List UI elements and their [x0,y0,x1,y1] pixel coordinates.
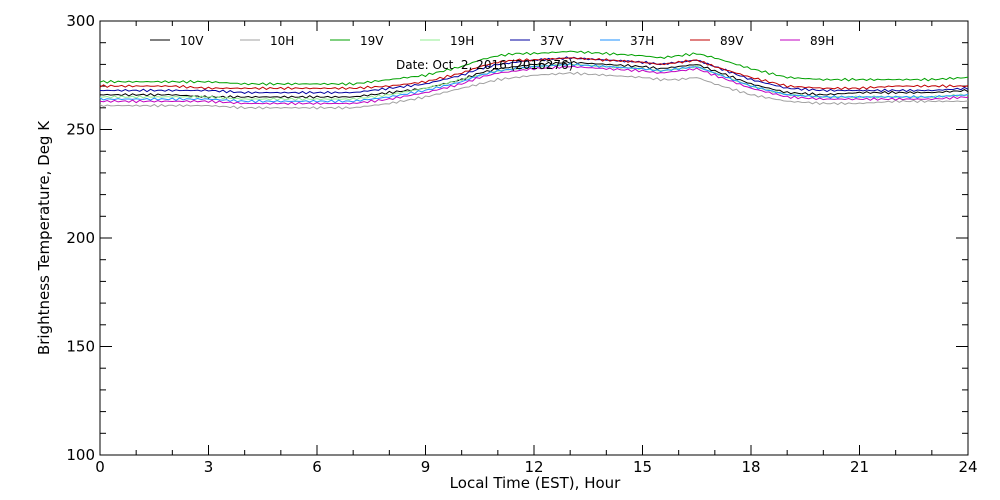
y-tick-label: 150 [66,338,95,356]
x-tick-label: 0 [95,458,105,476]
series-line-37h [99,62,969,104]
series-line-19v [99,50,969,86]
legend-label: 37H [630,34,654,48]
date-annotation: Date: Oct 2, 2016 (2016276) [396,58,573,72]
x-tick-label: 6 [312,458,322,476]
legend-item-89h: 89H [780,34,834,48]
legend-item-37v: 37V [510,34,564,48]
legend-item-19h: 19H [420,34,474,48]
legend-label: 10V [180,34,204,48]
legend-label: 89H [810,34,834,48]
x-tick-label: 21 [850,458,869,476]
y-tick-label: 200 [66,229,95,247]
legend-item-89v: 89V [690,34,744,48]
x-tick-label: 9 [421,458,431,476]
x-axis-title: Local Time (EST), Hour [450,474,621,492]
legend-label: 89V [720,34,744,48]
y-tick-label: 250 [66,121,95,139]
series-line-10h [99,71,969,110]
y-tick-label: 300 [66,12,95,30]
plot-frame [99,20,969,456]
x-tick-label: 18 [741,458,760,476]
legend-label: 37V [540,34,564,48]
x-tick-label: 12 [524,458,543,476]
y-tick-label: 100 [66,446,95,464]
x-tick-label: 15 [633,458,652,476]
legend-item-19v: 19V [330,34,384,48]
y-axis-title: Brightness Temperature, Deg K [35,120,53,355]
legend-label: 19V [360,34,384,48]
series-line-10v [99,60,969,99]
legend-label: 10H [270,34,294,48]
legend-item-10v: 10V [150,34,204,48]
legend-item-37h: 37H [600,34,654,48]
series-line-89h [99,65,969,106]
x-tick-label: 3 [204,458,214,476]
x-tick-label: 24 [958,458,977,476]
series-line-89v [99,57,969,90]
legend-item-10h: 10H [240,34,294,48]
legend-label: 19H [450,34,474,48]
